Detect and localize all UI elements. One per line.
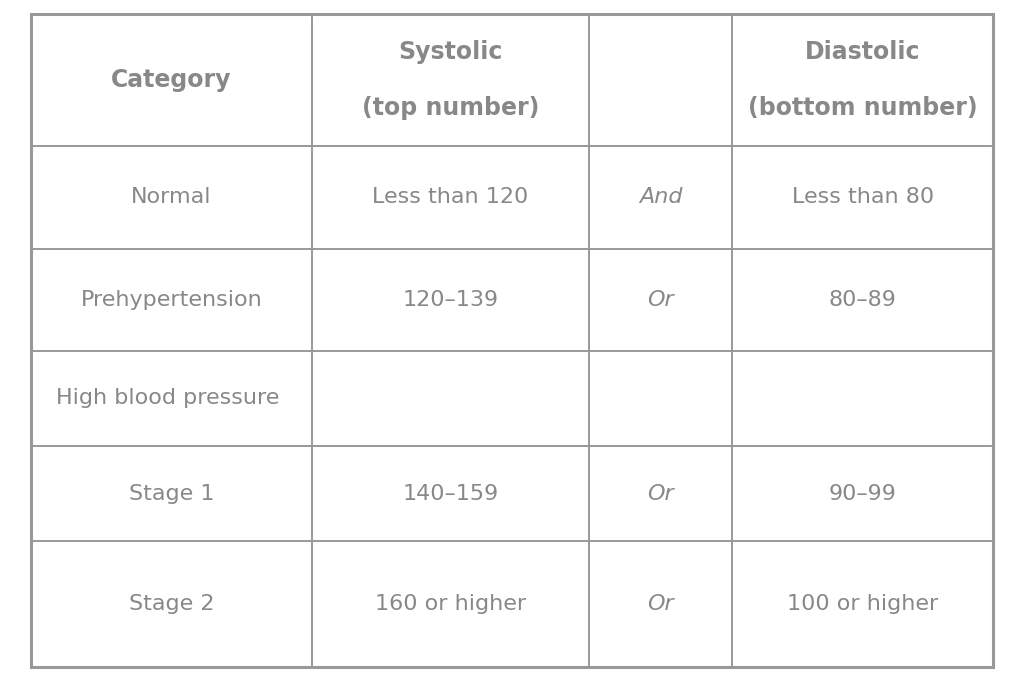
Text: Or: Or — [647, 484, 674, 504]
Text: Normal: Normal — [131, 187, 212, 208]
Text: Diastolic

(bottom number): Diastolic (bottom number) — [748, 40, 978, 120]
Text: 160 or higher: 160 or higher — [375, 595, 526, 614]
Text: 90–99: 90–99 — [828, 484, 897, 504]
Text: Prehypertension: Prehypertension — [81, 289, 262, 310]
Text: High blood pressure: High blood pressure — [56, 388, 280, 409]
Text: Less than 80: Less than 80 — [792, 187, 934, 208]
Text: And: And — [639, 187, 682, 208]
Text: 100 or higher: 100 or higher — [787, 595, 938, 614]
Text: Or: Or — [647, 595, 674, 614]
Text: 120–139: 120–139 — [402, 289, 499, 310]
Text: Systolic

(top number): Systolic (top number) — [361, 40, 540, 120]
Text: Stage 2: Stage 2 — [129, 595, 214, 614]
Text: Less than 120: Less than 120 — [373, 187, 528, 208]
Text: Category: Category — [112, 68, 231, 92]
Text: 140–159: 140–159 — [402, 484, 499, 504]
Text: Stage 1: Stage 1 — [129, 484, 214, 504]
Text: Or: Or — [647, 289, 674, 310]
Text: 80–89: 80–89 — [828, 289, 897, 310]
